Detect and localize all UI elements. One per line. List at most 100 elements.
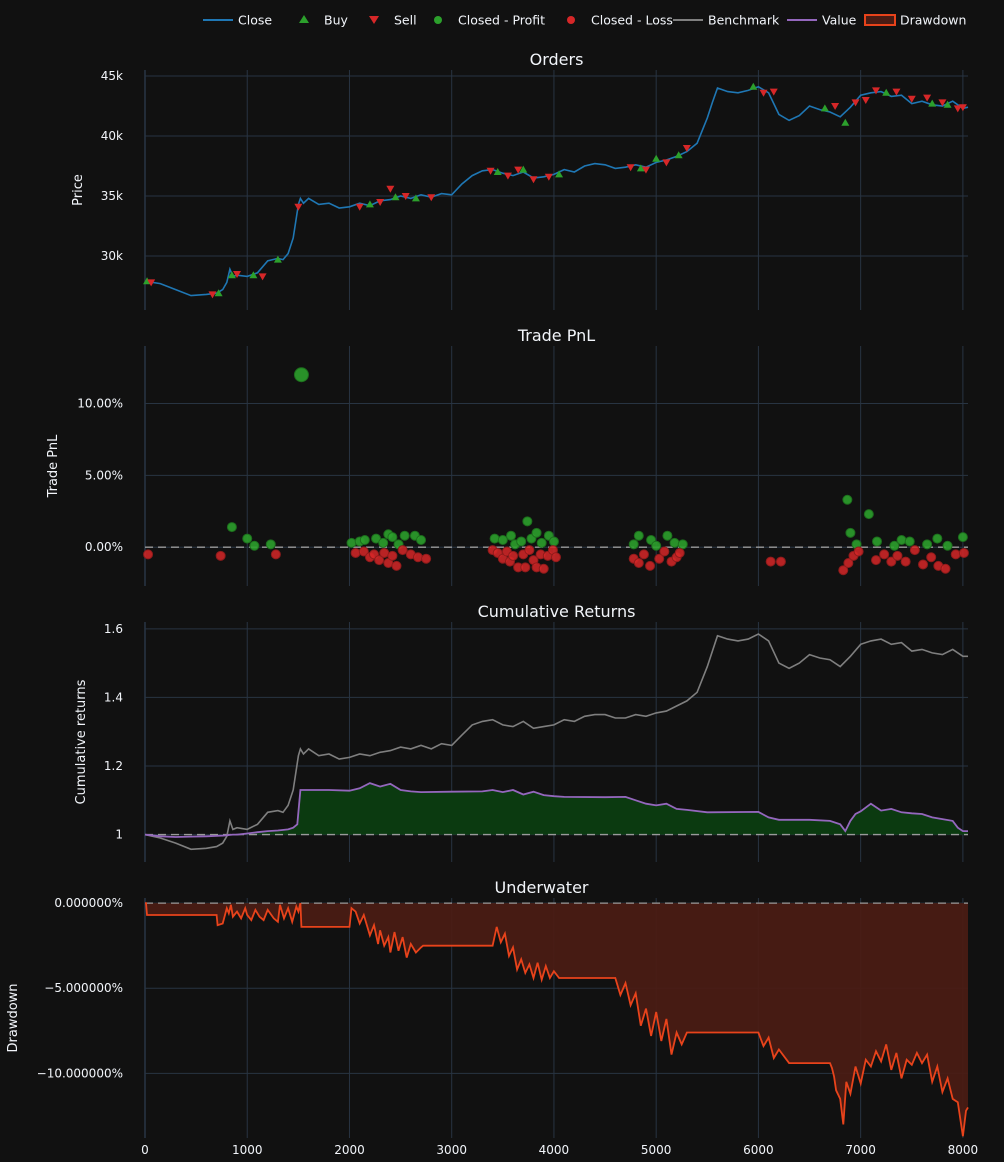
loss-point	[379, 547, 390, 558]
loss-point	[870, 555, 881, 566]
buy-marker	[555, 170, 564, 178]
legend-swatch	[434, 16, 442, 24]
y-tick-label: 1.2	[104, 759, 123, 773]
sell-marker	[401, 193, 410, 200]
buy-marker	[674, 151, 683, 159]
buy-marker	[928, 99, 937, 107]
profit-point	[516, 536, 527, 547]
profit-point	[265, 539, 276, 550]
y-tick-label: 35k	[101, 189, 123, 203]
x-tick-label: 4000	[539, 1143, 570, 1157]
profit-point	[904, 536, 915, 547]
profit-point	[293, 367, 309, 383]
legend-label: Value	[822, 13, 857, 28]
x-tick-label: 2000	[334, 1143, 365, 1157]
sell-marker	[938, 99, 947, 107]
sell-marker	[892, 88, 901, 96]
sell-marker	[907, 95, 916, 103]
loss-point	[940, 563, 951, 574]
sell-marker	[958, 104, 967, 112]
profit-point	[506, 530, 517, 541]
loss-point	[633, 558, 644, 569]
legend-label: Closed - Profit	[458, 13, 545, 28]
profit-point	[896, 535, 907, 546]
profit-point	[651, 540, 662, 551]
legend-item-drawdown: Drawdown	[864, 13, 966, 28]
drawdown-line	[145, 902, 969, 1137]
loss-point	[387, 550, 398, 561]
buy-marker	[227, 271, 236, 279]
profit-point	[249, 540, 260, 551]
loss-point	[909, 545, 920, 556]
profit-point	[371, 533, 382, 544]
buy-marker	[493, 168, 502, 175]
loss-point	[886, 556, 897, 567]
loss-point	[270, 549, 281, 560]
y-tick-label: 30k	[101, 249, 123, 263]
profit-point	[531, 527, 542, 538]
sell-marker	[376, 199, 385, 206]
sell-marker	[529, 176, 538, 184]
legend-item-sell: Sell	[369, 13, 417, 28]
x-tick-label: 7000	[845, 1143, 876, 1157]
loss-point	[838, 565, 849, 576]
legend-item-closed-loss: Closed - Loss	[567, 13, 673, 28]
profit-point	[932, 533, 943, 544]
loss-point	[143, 549, 154, 560]
sell-marker	[871, 87, 880, 95]
sell-marker	[386, 185, 395, 193]
loss-point	[879, 549, 890, 560]
y-tick-label: −5.000000%	[44, 981, 123, 995]
loss-point	[765, 556, 776, 567]
sell-marker	[544, 173, 553, 181]
panel-cumulative-returns: 1 1.2 1.4 1.6 Cumulative Returns Cumulative r…	[74, 602, 968, 862]
buy-marker	[214, 289, 223, 297]
legend-label: Sell	[394, 13, 417, 28]
x-tick-label: 5000	[641, 1143, 672, 1157]
loss-point	[918, 559, 929, 570]
buy-marker	[365, 200, 374, 208]
loss-point	[421, 553, 432, 564]
loss-point	[550, 552, 561, 563]
profit-point	[489, 533, 500, 544]
legend-label: Buy	[324, 13, 348, 28]
legend-swatch	[299, 15, 309, 23]
loss-point	[358, 546, 369, 557]
loss-point	[215, 550, 226, 561]
drawdown-fill-area	[145, 903, 968, 1137]
x-tick-label: 1000	[232, 1143, 263, 1157]
sell-marker	[831, 103, 840, 110]
buy-marker	[841, 118, 850, 126]
sell-marker	[355, 203, 364, 211]
profit-point	[522, 516, 533, 527]
buy-marker	[943, 100, 952, 108]
profit-point	[942, 540, 953, 551]
y-tick-label: 5.00%	[85, 468, 123, 482]
sell-marker	[503, 172, 512, 180]
x-tick-label: 3000	[436, 1143, 467, 1157]
y-tick-label: −10.000000%	[37, 1066, 123, 1080]
panel-orders: 30k 35k 40k 45k Orders Price	[71, 50, 969, 310]
profit-point	[399, 530, 410, 541]
sell-marker	[953, 105, 962, 113]
legend-item-buy: Buy	[299, 13, 348, 28]
buy-marker	[249, 271, 258, 279]
legend-label: Benchmark	[708, 13, 780, 28]
profit-point	[628, 539, 639, 550]
buy-marker	[749, 82, 758, 90]
loss-point	[853, 546, 864, 557]
x-tick-label: 6000	[743, 1143, 774, 1157]
panel-title: Underwater	[494, 878, 588, 897]
legend-item-close: Close	[203, 13, 272, 28]
loss-point	[900, 556, 911, 567]
loss-point	[654, 553, 665, 564]
panel-trade-pnl: 0.00% 5.00% 10.00% Trade PnL Trade PnL	[46, 326, 969, 586]
loss-point	[350, 547, 361, 558]
x-tick-label: 0	[141, 1143, 149, 1157]
loss-point	[645, 560, 656, 571]
loss-point	[524, 545, 535, 556]
profit-point	[346, 537, 357, 548]
value-line	[144, 782, 968, 838]
